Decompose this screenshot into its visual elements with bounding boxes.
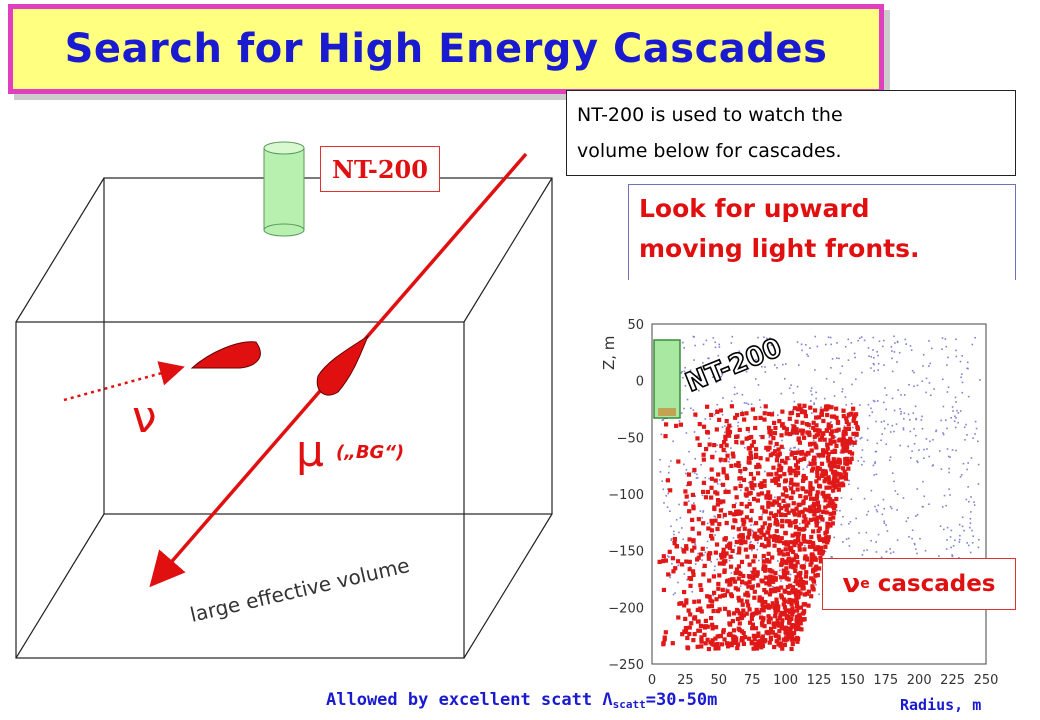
- legend-nu-symbol: ν: [842, 569, 861, 599]
- footer-note: Allowed by excellent scatt Λscatt=30-50m: [326, 690, 717, 711]
- x-tick-label: 175: [873, 673, 898, 688]
- x-axis-ticks: 0 25 50 75 100 125 150 175 200 225 250: [648, 673, 999, 688]
- x-tick-label: 200: [907, 673, 932, 688]
- look-line-2: moving light fronts.: [639, 234, 920, 263]
- info-line-2: volume below for cascades.: [577, 140, 842, 162]
- legend-text: cascades: [877, 571, 996, 597]
- y-tick-label: 0: [636, 375, 644, 390]
- x-tick-label: 150: [840, 673, 865, 688]
- x-axis-label: Radius, m: [900, 696, 982, 714]
- plot-detector-icon: [653, 339, 681, 419]
- y-tick-label: −50: [617, 431, 644, 446]
- detector-label: NT-200: [320, 146, 440, 192]
- volume-diagram: ν μ („BG“) large effective volume: [15, 141, 553, 659]
- title-banner: Search for High Energy Cascades: [8, 4, 884, 94]
- y-tick-label: −100: [608, 488, 644, 503]
- legend-subscript: e: [860, 576, 870, 592]
- x-tick-label: 50: [711, 673, 728, 688]
- page-title: Search for High Energy Cascades: [64, 26, 828, 72]
- footer-lambda: Λ: [602, 690, 613, 710]
- x-tick-label: 125: [807, 673, 832, 688]
- x-tick-label: 250: [974, 673, 999, 688]
- look-textbox: Look for upward moving light fronts.: [628, 184, 1016, 280]
- info-textbox: NT-200 is used to watch the volume below…: [566, 90, 1016, 176]
- mu-symbol: μ: [296, 426, 324, 477]
- neutrino-cascade-shape: [190, 341, 261, 369]
- y-tick-label: −150: [608, 545, 644, 560]
- x-tick-label: 225: [940, 673, 965, 688]
- x-tick-label: 100: [773, 673, 798, 688]
- y-axis-label: Z, m: [600, 336, 618, 370]
- x-tick-label: 0: [648, 673, 656, 688]
- muon-cascade-shape: [316, 334, 370, 396]
- neutrino-dotted-arrow: [63, 361, 185, 402]
- nu-symbol: ν: [132, 392, 157, 443]
- y-axis-ticks: 50 0 −50 −100 −150 −200 −250: [608, 318, 644, 673]
- cascade-scatter-plot: NT-200 500−50−100−150−200−250 0 25 50 75 100…: [600, 318, 999, 688]
- info-line-1: NT-200 is used to watch the: [577, 104, 843, 126]
- x-tick-label: 75: [744, 673, 761, 688]
- cascade-dots: [657, 403, 861, 652]
- y-tick-label: −200: [608, 601, 644, 616]
- y-tick-label: −250: [608, 658, 644, 673]
- x-tick-label: 25: [677, 673, 694, 688]
- footer-subscript: scatt: [612, 698, 646, 711]
- footer-suffix: =30-50m: [645, 690, 718, 710]
- detector-cylinder-icon: [263, 141, 305, 237]
- look-line-1: Look for upward: [639, 194, 870, 223]
- footer-prefix: Allowed by excellent scatt: [326, 690, 603, 710]
- y-tick-label: 50: [627, 318, 644, 333]
- mu-bg-label: („BG“): [336, 442, 404, 463]
- volume-label: large effective volume: [188, 553, 412, 627]
